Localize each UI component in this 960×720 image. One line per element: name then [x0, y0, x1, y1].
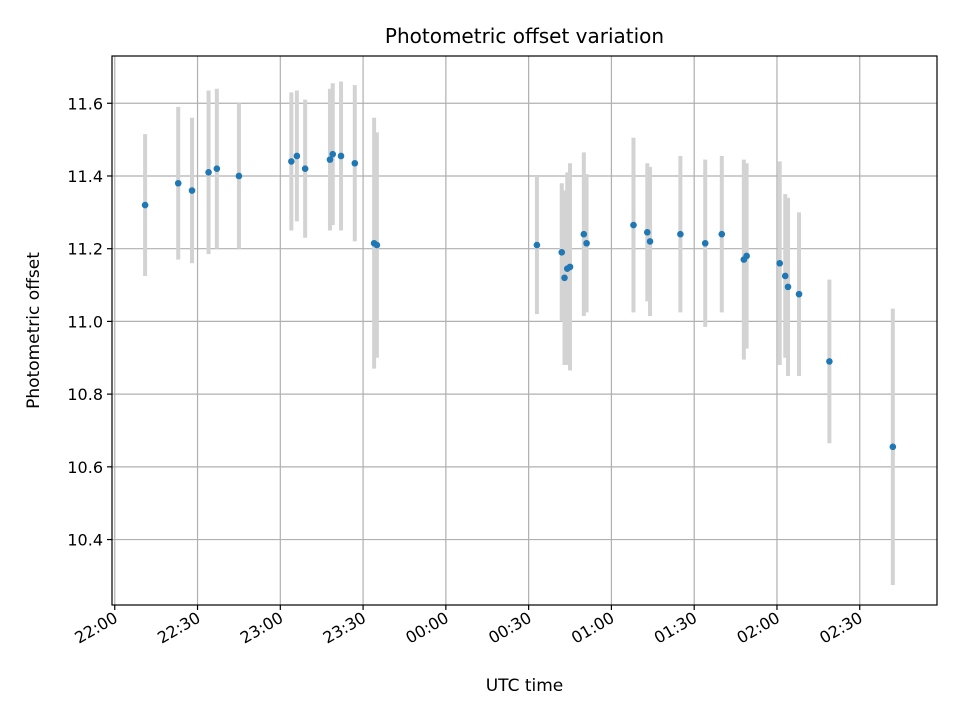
data-point [643, 229, 651, 236]
data-point [301, 165, 309, 173]
data-point [776, 259, 784, 267]
data-point [141, 201, 149, 209]
y-tick-label: 11.4 [67, 167, 103, 186]
y-axis-title: Photometric offset [24, 252, 44, 409]
x-axis-title: UTC time [486, 676, 564, 696]
data-point [718, 230, 726, 238]
plot-frame [111, 55, 938, 606]
data-point [566, 263, 574, 271]
data-point [235, 172, 243, 180]
chart-title: Photometric offset variation [385, 24, 664, 48]
y-tick-label: 11.0 [67, 312, 103, 331]
data-point [561, 274, 568, 282]
y-tick-label: 10.6 [67, 458, 103, 477]
data-point [677, 230, 684, 238]
data-point [351, 159, 359, 167]
data-point [583, 239, 590, 247]
data-point [826, 358, 833, 365]
data-point [326, 156, 334, 163]
data-point [784, 283, 792, 291]
data-point [781, 272, 789, 280]
y-tick-label: 11.2 [67, 240, 103, 259]
data-point [558, 249, 566, 256]
data-point [743, 252, 750, 260]
y-tick-label: 10.4 [67, 531, 103, 550]
data-point [889, 443, 897, 451]
data-point [580, 230, 588, 238]
data-point [188, 187, 196, 194]
data-point [701, 239, 709, 247]
y-tick-label: 10.8 [67, 385, 103, 404]
y-tick-label: 11.6 [67, 94, 103, 113]
data-point [646, 238, 654, 245]
data-point [337, 152, 345, 160]
data-point [630, 221, 637, 229]
data-point [533, 241, 541, 249]
data-point [213, 165, 221, 173]
data-point [174, 179, 182, 187]
point-layer [141, 150, 897, 451]
data-point [293, 152, 301, 160]
data-point [288, 158, 295, 165]
data-point [795, 290, 803, 298]
data-point [373, 241, 381, 249]
data-point [329, 150, 337, 158]
data-point [205, 169, 212, 176]
